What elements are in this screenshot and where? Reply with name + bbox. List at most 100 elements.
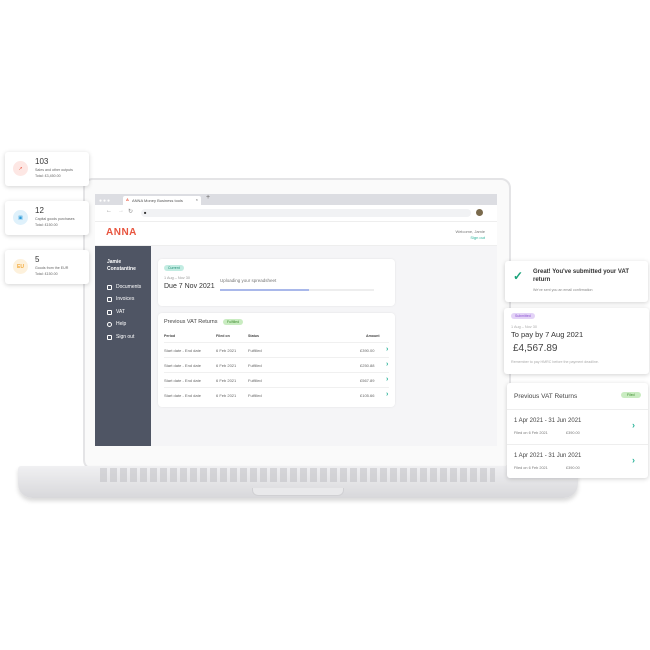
chevron-right-icon[interactable]: › <box>386 346 389 353</box>
card-count: 5 <box>35 255 40 264</box>
browser-tab[interactable]: A ANNA Money Business tools × <box>123 196 201 205</box>
sidebar-item-label: Invoices <box>116 296 135 302</box>
return-row[interactable]: 1 Apr 2021 - 31 Jun 2021 Filed on 6 Feb … <box>507 409 648 444</box>
card-description: Goods from the EUR <box>35 266 69 270</box>
sidebar-item-documents[interactable]: Documents <box>107 284 141 290</box>
sales-summary-card: ↗ 103 Sales and other outputs Total: £3,… <box>5 152 89 186</box>
card-description: Capital goods purchases <box>35 217 75 221</box>
return-period: 1 Apr 2021 - 31 Jun 2021 <box>514 453 582 459</box>
lock-icon: ■ <box>144 210 147 215</box>
column-status: Status <box>248 334 259 338</box>
anna-favicon-icon: A <box>126 197 129 202</box>
document-icon: ▣ <box>13 210 28 225</box>
chevron-right-icon[interactable]: › <box>632 455 635 465</box>
return-period: 1 Apr 2021 - 31 Jun 2021 <box>514 418 582 424</box>
sidebar-item-label: Documents <box>116 284 142 290</box>
cell-filed-on: 6 Feb 2021 <box>216 363 237 368</box>
payment-due-date: To pay by 7 Aug 2021 <box>511 330 584 339</box>
sidebar-item-invoices[interactable]: Invoices <box>107 296 134 302</box>
success-card: ✓ Great! You've submitted your VAT retur… <box>505 261 648 302</box>
app-header: ANNA Welcome, Jamie Sign out <box>95 222 497 246</box>
profile-avatar[interactable] <box>476 209 483 216</box>
chevron-right-icon[interactable]: › <box>386 391 389 398</box>
url-input[interactable]: ■ <box>141 209 471 217</box>
laptop-keyboard <box>100 468 495 482</box>
sidebar-item-label: VAT <box>116 309 125 315</box>
cell-amount: £250.88 <box>360 363 375 368</box>
table-row[interactable]: Start date - End date 6 Feb 2021 Fulfilled… <box>164 372 389 387</box>
sidebar-item-vat[interactable]: VAT <box>107 309 125 315</box>
cell-period: Start date - End date <box>164 393 201 398</box>
submitted-card: Submitted 1 Aug – Nov 30 To pay by 7 Aug… <box>504 308 649 374</box>
eu-icon: EU <box>13 259 28 274</box>
sidebar-item-label: Sign out <box>116 334 135 340</box>
return-filed-date: Filed on 6 Feb 2021 <box>514 466 548 470</box>
cell-amount: £390.00 <box>360 348 375 353</box>
user-name: Jamie Constantine <box>107 259 136 272</box>
cell-period: Start date - End date <box>164 348 201 353</box>
return-amount: £390.00 <box>566 431 580 435</box>
fulfilled-badge: Fulfilled <box>223 319 244 325</box>
return-filed-date: Filed on 6 Feb 2021 <box>514 431 548 435</box>
cell-amount: £567.89 <box>360 378 375 383</box>
table-row[interactable]: Start date - End date 6 Feb 2021 Fulfilled… <box>164 387 389 402</box>
card-total: Total: £150.00 <box>35 272 58 276</box>
return-row[interactable]: 1 Apr 2021 - 31 Jun 2021 Filed on 6 Feb … <box>507 444 648 479</box>
new-tab-button[interactable]: + <box>206 194 211 201</box>
card-count: 12 <box>35 206 44 215</box>
window-controls[interactable]: ●●● <box>99 198 112 204</box>
vat-icon <box>107 309 112 315</box>
current-period: 1 Aug – Nov 30 <box>164 276 190 280</box>
cell-period: Start date - End date <box>164 378 201 383</box>
browser-tab-bar: ●●● A ANNA Money Business tools × + <box>95 194 497 205</box>
upload-progress-fill <box>220 289 310 291</box>
cell-filed-on: 6 Feb 2021 <box>216 378 237 383</box>
right-previous-title: Previous VAT Returns <box>514 393 578 400</box>
chevron-right-icon[interactable]: › <box>386 361 389 368</box>
card-count: 103 <box>35 157 49 166</box>
laptop-screen: ●●● A ANNA Money Business tools × + ← → … <box>95 194 497 446</box>
previous-returns-card: Previous VAT Returns Fulfilled Period Fi… <box>158 313 395 407</box>
checkmark-icon: ✓ <box>513 269 524 283</box>
chevron-right-icon[interactable]: › <box>632 420 635 430</box>
laptop-trackpad-notch <box>252 488 344 496</box>
sidebar-item-sign-out[interactable]: Sign out <box>107 334 134 340</box>
welcome-text: Welcome, Jamie <box>455 229 486 234</box>
cell-status: Fulfilled <box>248 363 262 368</box>
amount-due: £4,567.89 <box>513 343 558 354</box>
chevron-right-icon[interactable]: › <box>386 376 389 383</box>
column-amount: Amount <box>366 334 380 338</box>
card-total: Total: £3,450.00 <box>35 174 61 178</box>
table-row[interactable]: Start date - End date 6 Feb 2021 Fulfilled… <box>164 357 389 372</box>
cell-filed-on: 6 Feb 2021 <box>216 348 237 353</box>
column-filed-on: Filed on <box>216 334 230 338</box>
close-tab-icon[interactable]: × <box>195 197 198 202</box>
success-subtitle: We've sent you an email confirmation <box>533 288 593 292</box>
current-due-date: Due 7 Nov 2021 <box>164 283 215 290</box>
documents-icon <box>107 284 112 290</box>
cell-status: Fulfilled <box>248 348 262 353</box>
header-sign-out-link[interactable]: Sign out <box>470 235 485 240</box>
submitted-period: 1 Aug – Nov 30 <box>511 325 537 329</box>
upload-status-label: Uploading your spreadsheet <box>220 278 277 283</box>
payment-note: Remember to pay HMRC before the payment … <box>511 360 599 364</box>
sidebar: Jamie Constantine Documents Invoices VAT… <box>95 246 151 446</box>
help-icon <box>107 321 112 327</box>
trend-up-icon: ↗ <box>13 161 28 176</box>
anna-logo[interactable]: ANNA <box>106 227 137 238</box>
cell-status: Fulfilled <box>248 393 262 398</box>
capital-goods-card: ▣ 12 Capital goods purchases Total: £150… <box>5 201 89 235</box>
cell-status: Fulfilled <box>248 378 262 383</box>
back-icon[interactable]: ← <box>106 208 112 214</box>
previous-returns-title: Previous VAT Returns <box>164 319 218 325</box>
table-row[interactable]: Start date - End date 6 Feb 2021 Fulfilled… <box>164 342 389 357</box>
forward-icon[interactable]: → <box>118 208 124 214</box>
sidebar-item-label: Help <box>116 321 127 327</box>
card-description: Sales and other outputs <box>35 168 73 172</box>
filed-badge: Filed <box>621 392 641 398</box>
cell-period: Start date - End date <box>164 363 201 368</box>
reload-icon[interactable]: ↻ <box>128 209 134 215</box>
current-return-card: Current 1 Aug – Nov 30 Due 7 Nov 2021 Up… <box>158 259 395 306</box>
sidebar-item-help[interactable]: Help <box>107 321 126 327</box>
column-period: Period <box>164 334 176 338</box>
